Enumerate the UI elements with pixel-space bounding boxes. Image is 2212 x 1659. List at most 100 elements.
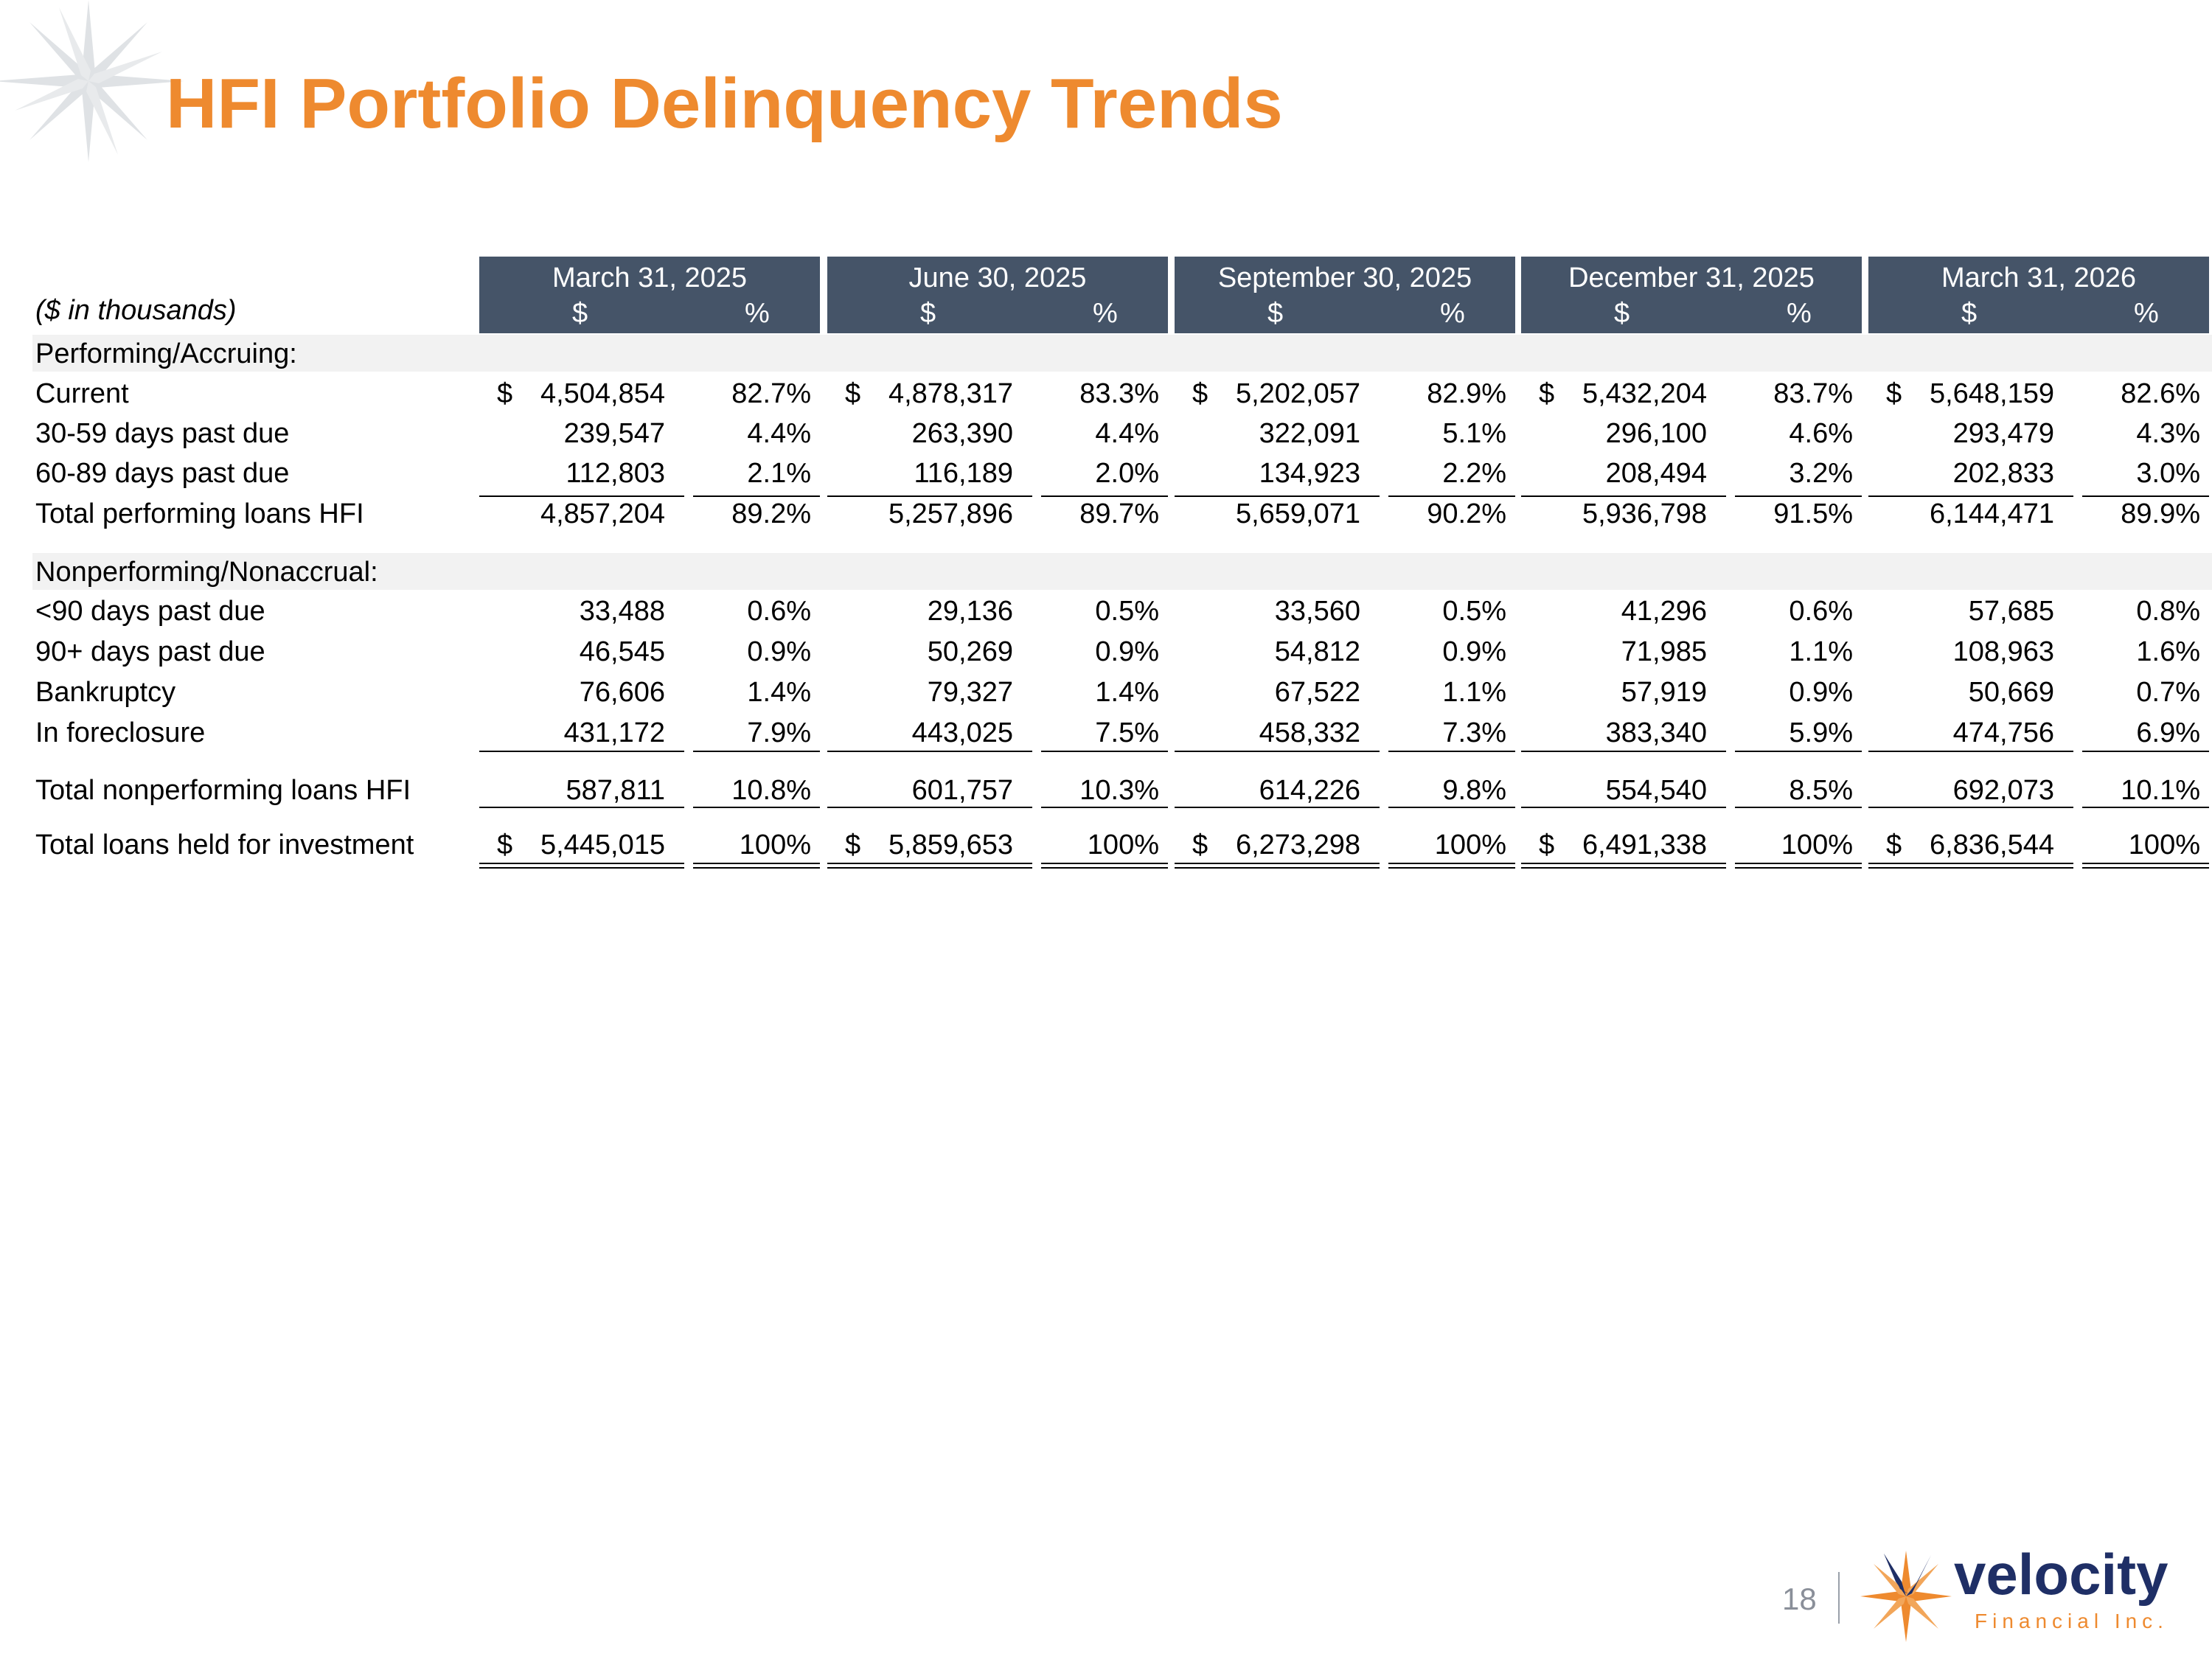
amount-cell: 4,878,317: [888, 378, 1013, 409]
subtotal-rule: [1175, 495, 1380, 497]
delinquency-table: March 31, 2025 $% June 30, 2025 $% September…: [0, 257, 2212, 869]
grand-total-double-rule: [827, 863, 1032, 869]
percent-cell: 0.9%: [747, 636, 811, 667]
percent-cell: 1.4%: [1095, 677, 1159, 708]
amount-cell: 33,560: [1274, 596, 1360, 627]
percent-cell: 1.4%: [747, 677, 811, 708]
grand-total-double-rule: [1868, 863, 2073, 869]
section-nonperforming-band: [32, 553, 2212, 590]
percent-cell: 83.3%: [1079, 378, 1159, 409]
total-rule: [1388, 807, 1515, 808]
amount-cell: 239,547: [563, 418, 665, 449]
percent-cell: 0.5%: [1095, 596, 1159, 627]
percent-cell: 0.6%: [1789, 596, 1853, 627]
amount-cell: 208,494: [1605, 458, 1707, 489]
grand-total-double-rule: [2082, 863, 2209, 869]
grand-total-double-rule: [479, 863, 684, 869]
amount-cell: 263,390: [911, 418, 1013, 449]
percent-cell: 100%: [1087, 830, 1159, 860]
percent-cell: 0.9%: [1789, 677, 1853, 708]
percent-cell: 82.7%: [731, 378, 811, 409]
percent-cell: 89.9%: [2121, 498, 2200, 529]
percent-cell: 3.0%: [2136, 458, 2200, 489]
percent-cell: 3.2%: [1789, 458, 1853, 489]
total-rule: [1735, 807, 1862, 808]
percent-cell: 91.5%: [1773, 498, 1853, 529]
subtotal-rule: [1735, 495, 1862, 497]
total-rule: [479, 807, 684, 808]
percent-cell: 0.8%: [2136, 596, 2200, 627]
percent-cell: 1.1%: [1442, 677, 1506, 708]
percent-cell: 0.6%: [747, 596, 811, 627]
row-label: In foreclosure: [35, 717, 206, 748]
percent-cell: 8.5%: [1789, 775, 1853, 806]
page-title: HFI Portfolio Delinquency Trends: [166, 64, 1283, 143]
row-label: Bankruptcy: [35, 677, 176, 708]
period-header-date: September 30, 2025: [1217, 262, 1472, 293]
grand-total-double-rule: [1041, 863, 1168, 869]
period-header-dollar: $: [920, 298, 936, 329]
percent-cell: 90.2%: [1427, 498, 1506, 529]
amount-cell: 29,136: [927, 596, 1013, 627]
amount-cell: 443,025: [911, 717, 1013, 748]
amount-cell: 46,545: [579, 636, 665, 667]
percent-cell: 7.3%: [1442, 717, 1506, 748]
amount-cell: 50,669: [1968, 677, 2054, 708]
velocity-star-icon: [1860, 1551, 1952, 1642]
period-header-percent: %: [1093, 298, 1118, 329]
amount-cell: 554,540: [1605, 775, 1707, 806]
subtotal-rule: [1521, 751, 1726, 752]
amount-cell: 458,332: [1259, 717, 1360, 748]
subtotal-rule: [693, 495, 820, 497]
amount-cell: 4,857,204: [540, 498, 665, 529]
dollar-sign: $: [1539, 378, 1555, 409]
row-label: 60-89 days past due: [35, 458, 290, 489]
velocity-logo: velocity Financial Inc.: [1860, 1542, 2168, 1642]
section-performing-band: [32, 335, 2212, 372]
percent-cell: 89.2%: [731, 498, 811, 529]
amount-cell: 587,811: [566, 775, 665, 806]
amount-cell: 293,479: [1952, 418, 2054, 449]
dollar-sign: $: [497, 378, 513, 409]
subtotal-rule: [2082, 495, 2209, 497]
percent-cell: 7.5%: [1095, 717, 1159, 748]
subtotal-rule: [827, 751, 1032, 752]
dollar-sign: $: [1192, 378, 1208, 409]
amount-cell: 116,189: [914, 458, 1013, 489]
percent-cell: 1.1%: [1789, 636, 1853, 667]
total-rule: [1041, 807, 1168, 808]
grand-total-double-rule: [1521, 863, 1726, 869]
percent-cell: 100%: [1781, 830, 1853, 860]
percent-cell: 82.9%: [1427, 378, 1506, 409]
amount-cell: 50,269: [927, 636, 1013, 667]
amount-cell: 57,685: [1968, 596, 2054, 627]
amount-cell: 383,340: [1605, 717, 1707, 748]
percent-cell: 100%: [2128, 830, 2200, 860]
amount-cell: 296,100: [1605, 418, 1707, 449]
total-rule: [1175, 807, 1380, 808]
amount-cell: 431,172: [563, 717, 665, 748]
grand-total-double-rule: [1388, 863, 1515, 869]
logo-tagline: Financial Inc.: [1975, 1610, 2168, 1632]
percent-cell: 0.7%: [2136, 677, 2200, 708]
subtotal-rule: [1041, 495, 1168, 497]
percent-cell: 0.9%: [1442, 636, 1506, 667]
section-performing-label: Performing/Accruing:: [35, 338, 297, 369]
total-rule: [1521, 807, 1726, 808]
period-header-date: June 30, 2025: [908, 262, 1087, 293]
grand-total-double-rule: [1735, 863, 1862, 869]
percent-cell: 0.5%: [1442, 596, 1506, 627]
amount-cell: 76,606: [579, 677, 665, 708]
amount-cell: 322,091: [1259, 418, 1360, 449]
period-header-percent: %: [745, 298, 770, 329]
percent-cell: 4.4%: [747, 418, 811, 449]
row-label: Total loans held for investment: [35, 830, 414, 860]
row-label: Current: [35, 378, 129, 409]
star-burst-decoration-icon: [0, 0, 184, 162]
percent-cell: 0.9%: [1095, 636, 1159, 667]
subtotal-rule: [479, 495, 684, 497]
period-header-5: March 31, 2026 $%: [1868, 257, 2209, 333]
subtotal-rule: [1735, 751, 1862, 752]
dollar-sign: $: [1192, 830, 1208, 860]
amount-cell: 33,488: [579, 596, 665, 627]
